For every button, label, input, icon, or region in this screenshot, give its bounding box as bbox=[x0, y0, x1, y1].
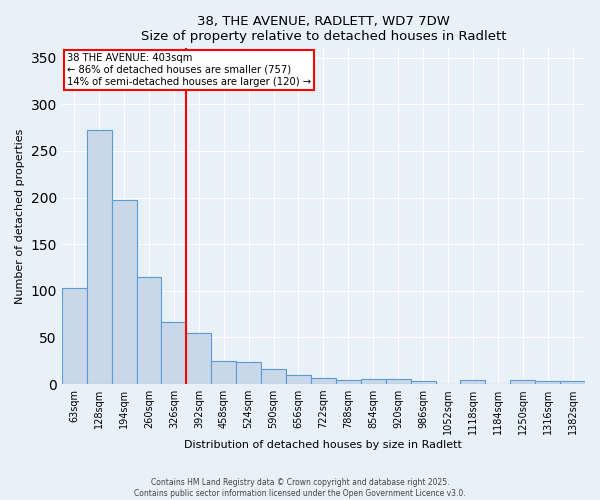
Bar bbox=[211, 361, 236, 384]
Bar bbox=[560, 382, 585, 384]
Bar bbox=[361, 380, 386, 384]
Bar bbox=[187, 333, 211, 384]
X-axis label: Distribution of detached houses by size in Radlett: Distribution of detached houses by size … bbox=[184, 440, 463, 450]
Title: 38, THE AVENUE, RADLETT, WD7 7DW
Size of property relative to detached houses in: 38, THE AVENUE, RADLETT, WD7 7DW Size of… bbox=[140, 15, 506, 43]
Bar bbox=[311, 378, 336, 384]
Bar bbox=[161, 322, 187, 384]
Y-axis label: Number of detached properties: Number of detached properties bbox=[15, 128, 25, 304]
Bar bbox=[386, 380, 410, 384]
Bar bbox=[261, 369, 286, 384]
Text: Contains HM Land Registry data © Crown copyright and database right 2025.
Contai: Contains HM Land Registry data © Crown c… bbox=[134, 478, 466, 498]
Bar bbox=[510, 380, 535, 384]
Bar bbox=[62, 288, 87, 384]
Bar bbox=[460, 380, 485, 384]
Bar bbox=[410, 382, 436, 384]
Text: 38 THE AVENUE: 403sqm
← 86% of detached houses are smaller (757)
14% of semi-det: 38 THE AVENUE: 403sqm ← 86% of detached … bbox=[67, 54, 311, 86]
Bar bbox=[112, 200, 137, 384]
Bar bbox=[87, 130, 112, 384]
Bar bbox=[236, 362, 261, 384]
Bar bbox=[286, 375, 311, 384]
Bar bbox=[336, 380, 361, 384]
Bar bbox=[535, 382, 560, 384]
Bar bbox=[137, 277, 161, 384]
